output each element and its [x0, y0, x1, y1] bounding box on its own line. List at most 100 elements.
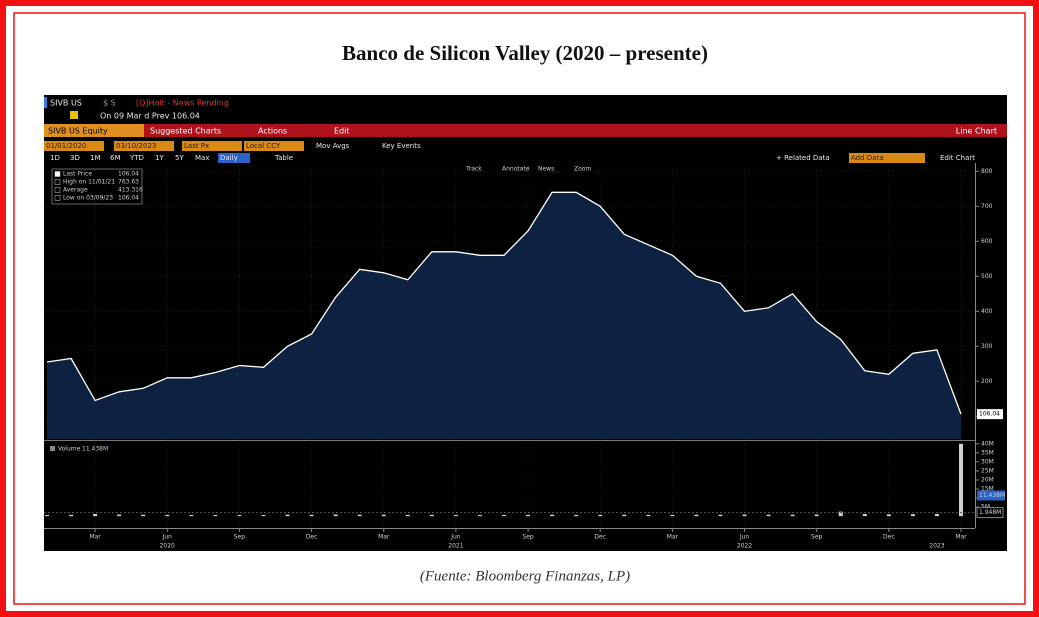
volume-bar [790, 514, 795, 517]
x-tick-label: Jun [162, 534, 173, 541]
last-price-label: 106.04 [979, 411, 1000, 418]
plot-tool[interactable]: News [538, 166, 554, 173]
period[interactable]: 6M [110, 154, 121, 162]
volume-bar [910, 514, 915, 517]
x-tick-label: Dec [306, 534, 318, 541]
field-box[interactable] [182, 141, 242, 151]
y-tick-label: 20M [981, 476, 994, 483]
period[interactable]: 1Y [155, 154, 164, 162]
volume-bar [742, 514, 747, 517]
period[interactable]: 1D [50, 154, 60, 162]
field-box[interactable] [244, 141, 304, 151]
x-tick-label: Mar [89, 534, 101, 541]
volume-bar [381, 514, 386, 517]
x-tick-label: Mar [378, 534, 390, 541]
volume-bar [598, 514, 603, 517]
menu-bar [44, 124, 1007, 137]
period[interactable]: Table [274, 154, 293, 162]
legend-value: 106.04 [118, 171, 139, 178]
volume-bar [622, 514, 627, 517]
volume-bar [766, 514, 771, 517]
volume-bar [45, 515, 49, 517]
volume-tag [977, 490, 1005, 501]
volume-bar [838, 511, 843, 517]
plot-tool[interactable]: Zoom [574, 166, 591, 173]
legend-label: High on 11/01/21 [63, 179, 115, 186]
field[interactable]: Mov Avgs [316, 142, 350, 150]
menu-item[interactable]: Suggested Charts [150, 127, 221, 136]
field[interactable]: Last Px [184, 142, 209, 150]
volume-bar [237, 515, 242, 517]
volume-bar [694, 514, 699, 517]
volume-bar [526, 514, 531, 517]
status: [Q]Halt - News Pending [136, 99, 229, 108]
legend-value: 763.63 [118, 179, 139, 186]
volume-bar [646, 514, 651, 517]
volume-bar [69, 514, 74, 517]
year-label: 2023 [929, 543, 944, 550]
y-tick-label: 500 [981, 273, 993, 280]
y-tick-label: 800 [981, 168, 993, 175]
legend-label: Average [63, 187, 88, 194]
period[interactable]: YTD [129, 154, 144, 162]
legend-check [54, 171, 61, 177]
tool[interactable]: Add Data [851, 154, 884, 162]
tool[interactable]: + Related Data [776, 154, 830, 162]
tool[interactable]: Edit Chart [940, 154, 975, 162]
y-tick-label: 25M [981, 467, 994, 474]
legend-check [54, 187, 61, 193]
volume-bar [453, 515, 458, 517]
ticker: SIVB US [50, 99, 82, 108]
volume-bar [117, 514, 122, 517]
legend-value: 11.438M [82, 446, 108, 453]
y-tick-label: 35M [981, 449, 994, 456]
icon [70, 111, 78, 119]
volume-bar [862, 513, 867, 517]
y-tick-label: 700 [981, 203, 993, 210]
volume-bar [959, 443, 963, 517]
menu-item[interactable]: Actions [258, 127, 287, 136]
legend-value: 413.316 [118, 187, 143, 194]
period[interactable]: 5Y [175, 154, 184, 162]
legend-box [51, 168, 143, 205]
field[interactable]: Local CCY [246, 142, 281, 150]
legend-value: 106.04 [118, 195, 139, 202]
year-label: 2020 [160, 543, 175, 550]
volume-bar [213, 515, 218, 517]
volume-bar [934, 513, 939, 517]
field[interactable]: Key Events [382, 142, 421, 150]
menu-item[interactable]: SIVB US Equity [48, 127, 108, 136]
x-tick-label: Dec [883, 534, 895, 541]
field-box[interactable] [114, 141, 174, 151]
field[interactable]: 03/10/2023 [116, 142, 156, 150]
field-box[interactable] [44, 141, 104, 151]
period[interactable]: Daily [220, 154, 238, 162]
chart-kind: Line Chart [956, 127, 997, 136]
plot-tool[interactable]: Track [465, 166, 482, 173]
x-tick-label: Sep [522, 534, 534, 541]
x-tick-label: Mar [667, 534, 679, 541]
legend-label: Low on 03/09/23 [63, 195, 113, 202]
volume-bar [502, 515, 506, 517]
period[interactable]: 1M [90, 154, 101, 162]
marker [44, 97, 47, 108]
inner-frame [13, 12, 1026, 605]
y-tick-label: 5M [981, 504, 990, 511]
volume-bar [814, 514, 819, 517]
add-data-box [849, 153, 925, 163]
figure-title: Banco de Silicon Valley (2020 – presente… [342, 41, 708, 65]
volume-bar [429, 514, 434, 517]
caption: (Fuente: Bloomberg Finanzas, LP) [420, 568, 630, 584]
volume-bar [477, 515, 482, 517]
period[interactable]: 3D [70, 154, 80, 162]
average-label: 1.948M [979, 509, 1001, 516]
menu-item[interactable]: Edit [334, 127, 350, 136]
volume-bar [886, 514, 891, 517]
legend-swatch [50, 446, 55, 451]
y-tick-label: 400 [981, 308, 993, 315]
volume-bar [574, 514, 579, 517]
field[interactable]: 01/01/2020 [46, 142, 86, 150]
period[interactable]: Max [195, 154, 209, 162]
plot-tool[interactable]: Annotate [502, 166, 530, 173]
